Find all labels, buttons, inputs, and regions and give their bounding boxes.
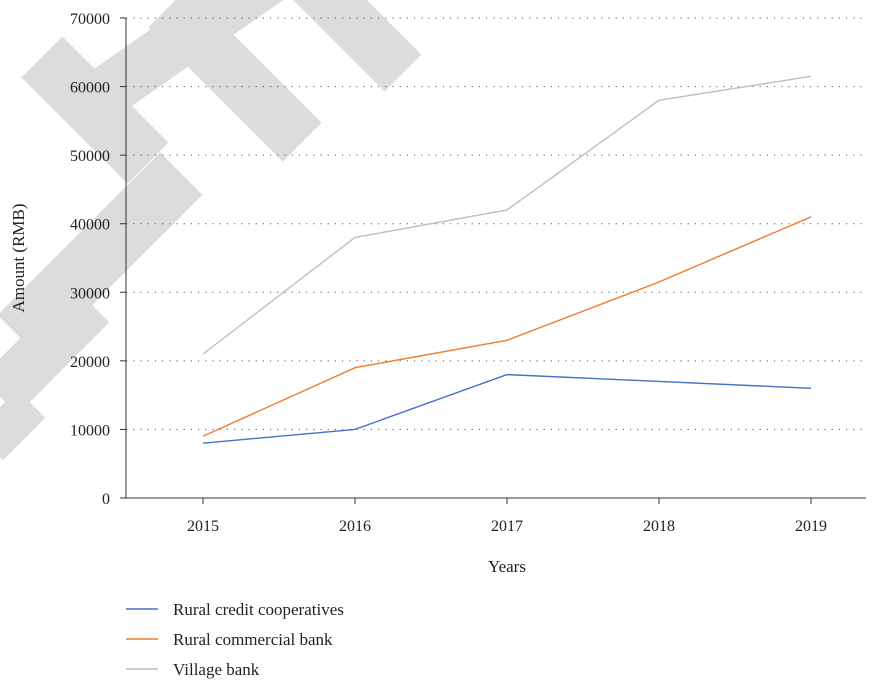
series-line-rural-commercial-bank <box>202 216 812 437</box>
y-tick-label: 30000 <box>70 285 110 302</box>
y-tick-label: 50000 <box>70 148 110 165</box>
legend-label: Rural credit cooperatives <box>173 600 344 619</box>
x-tick-label: 2018 <box>643 518 675 535</box>
x-tick-label: 2019 <box>795 518 827 535</box>
y-tick-label: 70000 <box>70 11 110 28</box>
axes <box>125 18 866 499</box>
watermark-stripe <box>0 389 46 461</box>
series-line-village-bank <box>202 75 812 355</box>
watermark-stripe <box>21 36 169 184</box>
y-tick-label: 0 <box>102 491 110 508</box>
y-tick-label: 20000 <box>70 354 110 371</box>
legend-item: Rural commercial bank <box>126 630 333 649</box>
x-tick-label: 2015 <box>187 518 219 535</box>
x-axis-label: Years <box>488 557 526 576</box>
y-axis-label: Amount (RMB) <box>9 203 28 312</box>
series-lines <box>202 75 812 444</box>
watermark-stripe <box>0 152 203 358</box>
legend-item: Rural credit cooperatives <box>126 600 344 619</box>
y-tick-label: 60000 <box>70 80 110 97</box>
x-tick-label: 2016 <box>339 518 371 535</box>
watermark-stripe <box>148 0 322 162</box>
watermark-shapes <box>0 0 422 461</box>
gridlines <box>126 17 866 430</box>
x-ticks: 2015 2016 2017 2018 2019 <box>187 498 827 535</box>
legend: Rural credit cooperatives Rural commercia… <box>126 600 344 679</box>
series-line-rural-credit-cooperatives <box>202 373 812 444</box>
legend-label: Rural commercial bank <box>173 630 333 649</box>
legend-item: Village bank <box>126 660 260 679</box>
y-tick-label: 10000 <box>70 422 110 439</box>
watermark-stripe <box>278 0 422 92</box>
watermark-stripe <box>0 285 110 415</box>
legend-label: Village bank <box>173 660 260 679</box>
x-tick-label: 2017 <box>491 518 523 535</box>
y-ticks: 0 10000 20000 30000 40000 50000 60000 70000 <box>70 11 126 508</box>
y-tick-label: 40000 <box>70 217 110 234</box>
